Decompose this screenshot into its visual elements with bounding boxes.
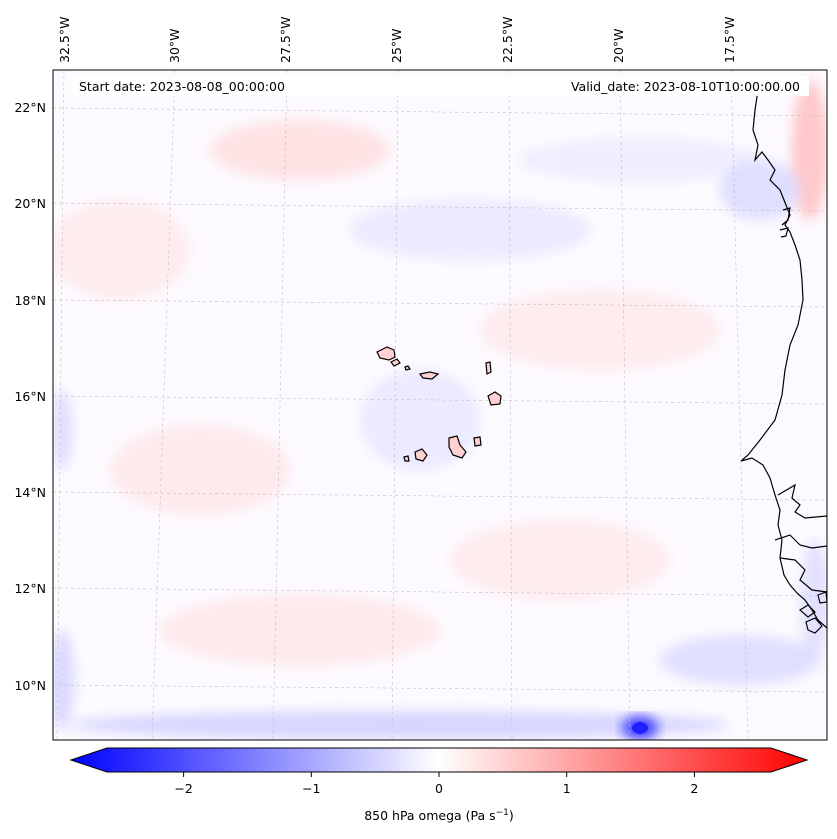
colorbar-tick-label: −2 xyxy=(174,781,192,796)
omega-field xyxy=(53,80,827,740)
colorbar-tick-label: 0 xyxy=(435,781,443,796)
lon-label-32-5w: 32.5°W xyxy=(57,17,72,63)
valid-date-label: Valid_date: 2023-08-10T10:00:00.00 xyxy=(571,79,800,94)
lon-label-17-5w: 17.5°W xyxy=(722,17,737,63)
lon-label-27-5w: 27.5°W xyxy=(278,17,293,63)
fogo-island xyxy=(414,448,428,462)
latitude-labels: 22°N 20°N 18°N 16°N 14°N 12°N 10°N xyxy=(14,100,46,693)
lat-label-14n: 14°N xyxy=(14,485,46,500)
lon-label-20w: 20°W xyxy=(611,28,626,63)
santa-luzia-island xyxy=(404,365,411,371)
lat-label-16n: 16°N xyxy=(14,389,46,404)
maio-island xyxy=(473,436,482,447)
santiago-island xyxy=(448,435,467,459)
map-frame xyxy=(52,69,828,741)
santo-antao-island xyxy=(376,346,396,361)
sal-island xyxy=(485,361,492,375)
lat-label-18n: 18°N xyxy=(14,293,46,308)
africa-coastline xyxy=(740,89,827,634)
cape-verde-islands xyxy=(376,346,502,462)
lat-label-10n: 10°N xyxy=(14,678,46,693)
sao-nicolau-island xyxy=(418,371,440,380)
colorbar: −2 −1 0 1 2 850 hPa omega (Pa s−1) xyxy=(69,747,809,823)
colorbar-tick-label: 2 xyxy=(690,781,698,796)
colorbar-tick-label: −1 xyxy=(302,781,320,796)
colorbar-bar xyxy=(69,747,809,773)
boa-vista-island xyxy=(487,391,502,406)
start-date-label: Start date: 2023-08-08_00:00:00 xyxy=(79,79,285,94)
colorbar-tick-label: 1 xyxy=(563,781,571,796)
lat-label-12n: 12°N xyxy=(14,581,46,596)
lat-label-22n: 22°N xyxy=(14,100,46,115)
map-panel: Start date: 2023-08-08_00:00:00 Valid_da… xyxy=(52,69,828,741)
sao-vicente-island xyxy=(390,358,401,367)
lon-label-25w: 25°W xyxy=(389,28,404,63)
brava-island xyxy=(403,455,410,462)
lon-label-22-5w: 22.5°W xyxy=(500,17,515,63)
longitude-labels: 32.5°W 30°W 27.5°W 25°W 22.5°W 20°W 17.5… xyxy=(57,17,737,63)
colorbar-ticks: −2 −1 0 1 2 xyxy=(174,772,698,796)
lon-label-30w: 30°W xyxy=(167,28,182,63)
date-info-box xyxy=(72,76,809,96)
lat-label-20n: 20°N xyxy=(14,196,46,211)
gridlines xyxy=(53,70,827,740)
colorbar-label: 850 hPa omega (Pa s−1) xyxy=(364,808,514,823)
